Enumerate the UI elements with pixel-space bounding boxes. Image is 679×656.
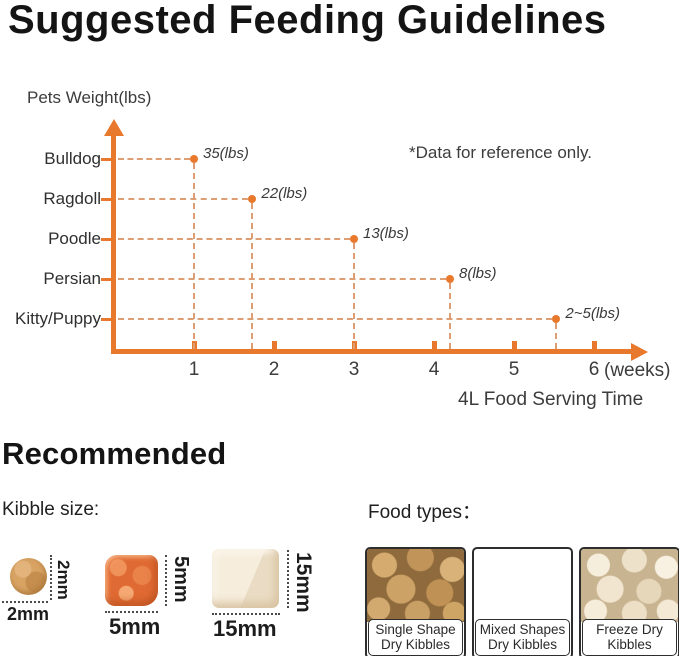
food-type-card-single-shape: Single Shape Dry Kibbles — [365, 547, 466, 656]
x-tick — [271, 341, 277, 350]
x-tick-label-4: 4 — [428, 359, 440, 380]
x-tick-label-1: 1 — [188, 359, 200, 380]
data-point-marker — [350, 235, 358, 243]
category-label-kitty-puppy: Kitty/Puppy — [15, 309, 101, 328]
caption-line: Kibbles — [607, 636, 652, 652]
dimension-line — [2, 601, 48, 603]
kibble-size-label: Kibble size: — [2, 499, 100, 520]
category-label-ragdoll: Ragdoll — [43, 189, 101, 208]
dimension-line — [165, 555, 167, 606]
data-point-marker — [190, 155, 198, 163]
caption-line: Dry Kibbles — [380, 636, 451, 652]
x-axis-title: 4L Food Serving Time — [458, 389, 644, 410]
dimension-line — [105, 611, 158, 613]
leader-line-horizontal — [118, 238, 350, 240]
data-point-marker — [248, 195, 257, 203]
y-tick — [101, 157, 112, 161]
dimension-line — [212, 613, 280, 615]
caption-line: Freeze Dry — [596, 621, 663, 637]
dimension-line — [287, 550, 289, 608]
dimension-line — [50, 555, 52, 600]
category-label-poodle: Poodle — [48, 229, 101, 248]
x-tick-label-6: 6 — [588, 359, 600, 380]
square-kibble-image — [105, 555, 158, 606]
x-tick — [591, 341, 597, 350]
x-axis-unit: (weeks) — [604, 360, 671, 381]
category-label-persian: Persian — [43, 269, 101, 288]
leader-line-vertical — [449, 283, 451, 349]
food-type-card-mixed-shapes: Mixed Shapes Dry Kibbles — [472, 547, 573, 656]
x-tick — [431, 341, 437, 350]
x-tick-label-2: 2 — [268, 359, 280, 380]
leader-line-horizontal — [118, 158, 190, 160]
food-type-card-freeze-dry: Freeze Dry Kibbles — [579, 547, 679, 656]
data-point-label: 35(lbs) — [203, 145, 249, 162]
x-axis-arrow-icon — [631, 343, 648, 361]
kibble-width-label: 5mm — [109, 614, 161, 639]
y-axis-line — [111, 134, 116, 354]
mixed-shapes-kibbles-photo — [474, 549, 571, 622]
data-point-label: 2~5(lbs) — [565, 305, 620, 322]
y-tick — [101, 237, 112, 241]
freeze-dry-kibbles-photo — [581, 549, 678, 622]
x-tick-label-5: 5 — [508, 359, 520, 380]
data-point-label: 22(lbs) — [261, 185, 308, 202]
kibble-width-label: 2mm — [7, 604, 50, 624]
caption-line: Mixed Shapes — [479, 621, 566, 637]
x-tick — [511, 341, 517, 350]
food-type-caption: Mixed Shapes Dry Kibbles — [475, 618, 570, 656]
data-point-label: 8(lbs) — [459, 265, 497, 282]
y-tick — [101, 317, 112, 321]
food-type-caption: Single Shape Dry Kibbles — [368, 618, 463, 656]
data-point-marker — [446, 275, 454, 283]
leader-line-horizontal — [118, 318, 553, 320]
y-tick — [101, 277, 112, 281]
leader-line-vertical — [555, 323, 558, 349]
chart-note: *Data for reference only. — [409, 143, 592, 162]
leader-line-vertical — [251, 203, 254, 349]
round-kibble-image — [10, 558, 47, 595]
food-types-label: Food types： — [368, 502, 481, 523]
y-axis-title: Pets Weight(lbs) — [27, 88, 152, 107]
caption-line: Single Shape — [375, 621, 456, 637]
x-tick-label-3: 3 — [348, 359, 360, 380]
caption-line: Dry Kibbles — [487, 636, 558, 652]
x-axis-line — [111, 349, 633, 354]
single-shape-kibbles-photo — [367, 549, 464, 622]
leader-line-vertical — [193, 163, 195, 349]
data-point-label: 13(lbs) — [363, 225, 409, 242]
leader-line-horizontal — [118, 198, 249, 200]
recommended-heading: Recommended — [2, 436, 227, 471]
y-axis-arrow-icon — [104, 119, 124, 136]
kibble-height-label: 5mm — [170, 556, 192, 603]
leader-line-horizontal — [118, 278, 446, 280]
kibble-height-label: 2mm — [54, 560, 73, 600]
page-title: Suggested Feeding Guidelines — [8, 0, 607, 42]
kibble-height-label: 15mm — [292, 552, 315, 613]
y-tick — [101, 197, 112, 201]
cube-kibble-image — [212, 549, 279, 608]
category-label-bulldog: Bulldog — [44, 149, 101, 168]
leader-line-vertical — [353, 243, 355, 349]
food-type-caption: Freeze Dry Kibbles — [582, 618, 677, 656]
kibble-width-label: 15mm — [213, 616, 277, 641]
data-point-marker — [552, 315, 561, 323]
